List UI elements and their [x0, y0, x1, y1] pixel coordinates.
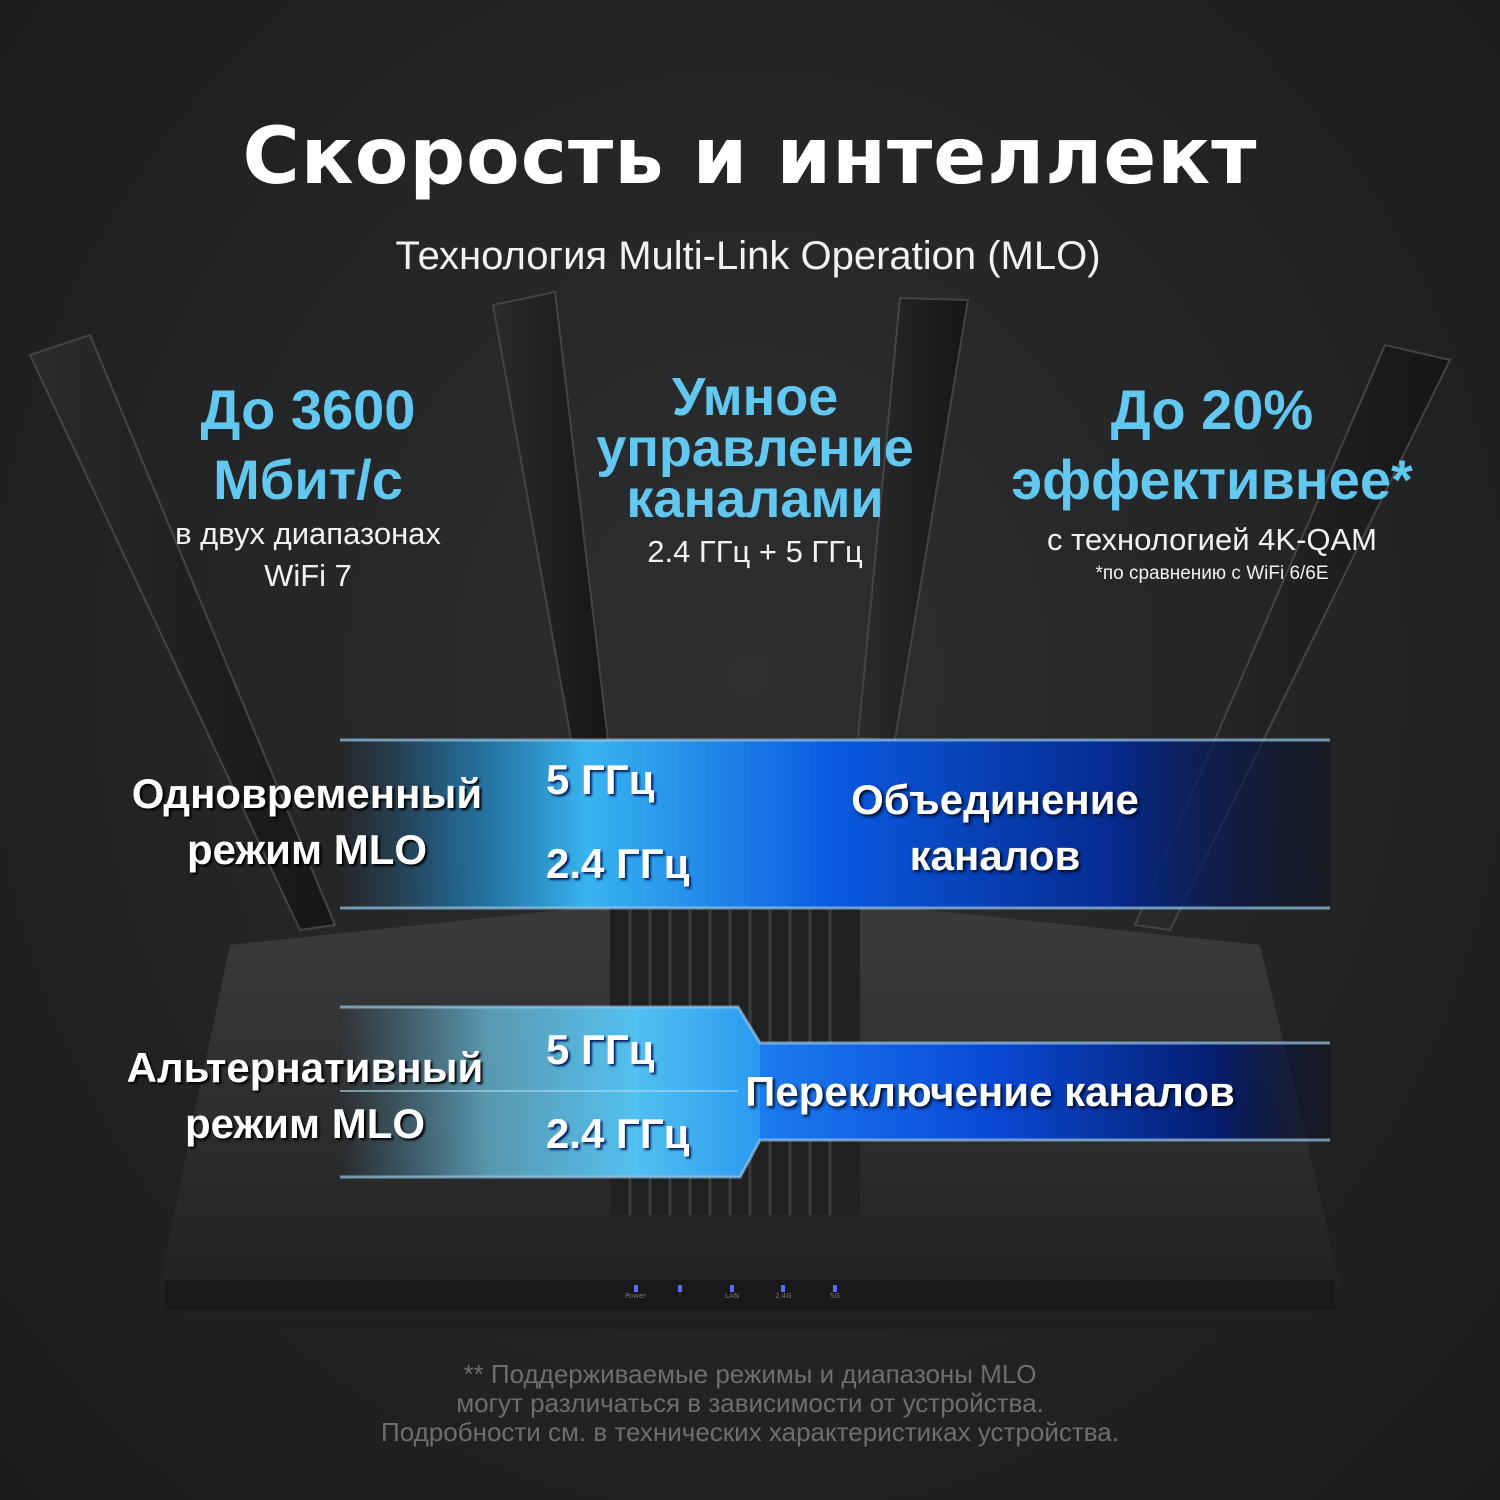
band-24ghz: 2.4 ГГц: [546, 1110, 690, 1157]
led-label: 2.4G: [775, 1292, 792, 1300]
led-internet: ◦: [678, 1285, 682, 1300]
page-title: Скорость и интеллект: [242, 112, 1258, 202]
globe-icon: ◦: [678, 1292, 683, 1300]
footer-line: ** Поддерживаемые режимы и диапазоны MLO: [463, 1359, 1037, 1389]
led-power: Power: [625, 1285, 646, 1300]
result-line: Объединение: [851, 776, 1139, 823]
feature-heading: Умное: [671, 367, 839, 427]
feature-speed: До 3600 Мбит/с в двух диапазонах WiFi 7: [175, 375, 441, 597]
led-label: 5G: [830, 1292, 840, 1300]
switching-band-right: [760, 1043, 1330, 1140]
band-5ghz: 5 ГГц: [546, 1026, 655, 1073]
page-subtitle: Технология Multi-Link Operation (MLO): [395, 234, 1101, 278]
antenna-1: [28, 333, 337, 932]
mode-label-line: Альтернативный: [126, 1044, 484, 1091]
feature-text: с технологией 4K-QAM: [1046, 522, 1378, 557]
feature-text: WiFi 7: [264, 558, 352, 593]
led-5g: 5G: [830, 1285, 840, 1300]
mode-label-line: режим MLO: [186, 826, 428, 873]
feature-footnote: *по сравнению с WiFi 6/6E: [1095, 563, 1329, 584]
footer-line: могут различаться в зависимости от устро…: [456, 1388, 1044, 1418]
aggregation-band: [340, 740, 1330, 908]
feature-text: 2.4 ГГц + 5 ГГц: [647, 534, 863, 569]
footer-disclaimer: ** Поддерживаемые режимы и диапазоны MLO…: [381, 1360, 1119, 1447]
footer-line: Подробности см. в технических характерис…: [381, 1417, 1119, 1447]
feature-heading: До 3600: [200, 378, 416, 441]
feature-heading: До 20%: [1110, 378, 1314, 441]
feature-heading: Мбит/с: [213, 448, 403, 511]
feature-text: в двух диапазонах: [175, 516, 441, 551]
led-label: LAN: [725, 1292, 740, 1300]
feature-channels: Умное управление каналами 2.4 ГГц + 5 ГГ…: [596, 367, 914, 573]
mode-simultaneous-label: Одновременный режим MLO: [132, 766, 482, 878]
result-line: каналов: [909, 832, 1081, 879]
led-panel: Power ◦ LAN 2.4G 5G: [600, 1285, 880, 1310]
feature-heading: управление: [596, 418, 914, 478]
result-line: Переключение каналов: [745, 1068, 1235, 1115]
switching-result: Переключение каналов: [745, 1064, 1235, 1120]
antenna-2: [491, 290, 610, 747]
led-label: Power: [625, 1292, 647, 1300]
aggregation-result: Объединение каналов: [851, 772, 1139, 884]
band-5ghz: 5 ГГц: [546, 756, 655, 803]
mode-label-line: Одновременный: [131, 770, 483, 817]
band-24ghz: 2.4 ГГц: [546, 840, 690, 887]
led-lan: LAN: [725, 1285, 739, 1300]
feature-efficiency: До 20% эффективнее* с технологией 4K-QAM…: [1011, 375, 1413, 585]
mode-alternating-label: Альтернативный режим MLO: [127, 1040, 484, 1152]
led-24g: 2.4G: [775, 1285, 792, 1300]
mode-label-line: режим MLO: [184, 1100, 426, 1147]
feature-heading: каналами: [626, 469, 884, 529]
feature-heading: эффективнее*: [1011, 448, 1413, 511]
